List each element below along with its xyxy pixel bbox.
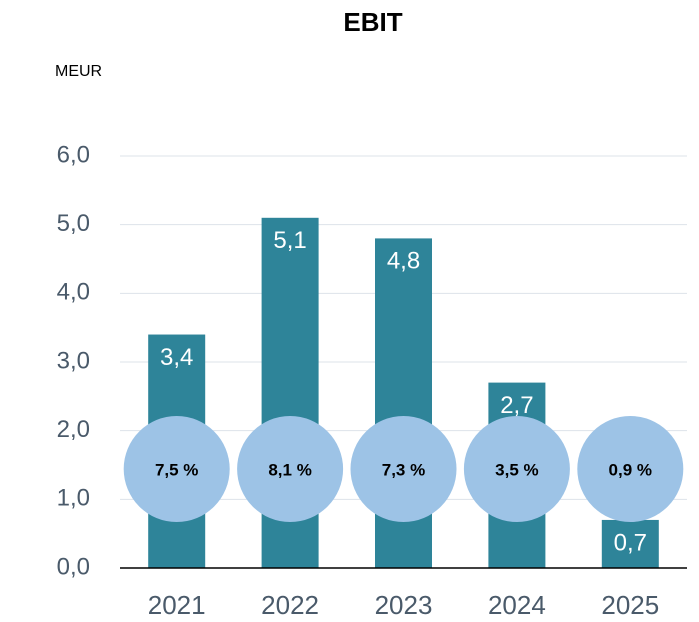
y-tick-label: 2,0 <box>57 416 90 443</box>
value-label: 4,8 <box>387 248 420 275</box>
x-tick-label: 2025 <box>601 590 659 620</box>
y-tick-label: 4,0 <box>57 279 90 306</box>
value-label: 0,7 <box>614 529 647 556</box>
margin-label: 7,5 % <box>155 460 198 479</box>
margin-badge <box>123 416 230 522</box>
margin-label: 0,9 % <box>609 460 652 479</box>
x-tick-label: 2024 <box>488 590 546 620</box>
value-label: 3,4 <box>160 344 193 371</box>
margin-label: 3,5 % <box>495 460 538 479</box>
y-tick-label: 1,0 <box>57 485 90 512</box>
bar <box>601 519 659 568</box>
y-tick-label: 5,0 <box>57 210 90 237</box>
x-tick-label: 2023 <box>375 590 433 620</box>
value-label: 5,1 <box>273 227 306 254</box>
y-tick-label: 6,0 <box>57 141 90 168</box>
margin-label: 7,3 % <box>382 460 425 479</box>
margin-badge <box>577 416 684 522</box>
y-tick-label: 0,0 <box>57 553 90 580</box>
chart-title: EBIT <box>343 7 402 37</box>
unit-label: MEUR <box>55 63 102 80</box>
x-tick-label: 2021 <box>148 590 206 620</box>
margin-label: 8,1 % <box>268 460 311 479</box>
margin-badge <box>237 416 344 522</box>
margin-badge <box>463 416 570 522</box>
margin-badge <box>350 416 457 522</box>
x-tick-label: 2022 <box>261 590 319 620</box>
value-label: 2,7 <box>500 392 533 419</box>
y-tick-label: 3,0 <box>57 347 90 374</box>
